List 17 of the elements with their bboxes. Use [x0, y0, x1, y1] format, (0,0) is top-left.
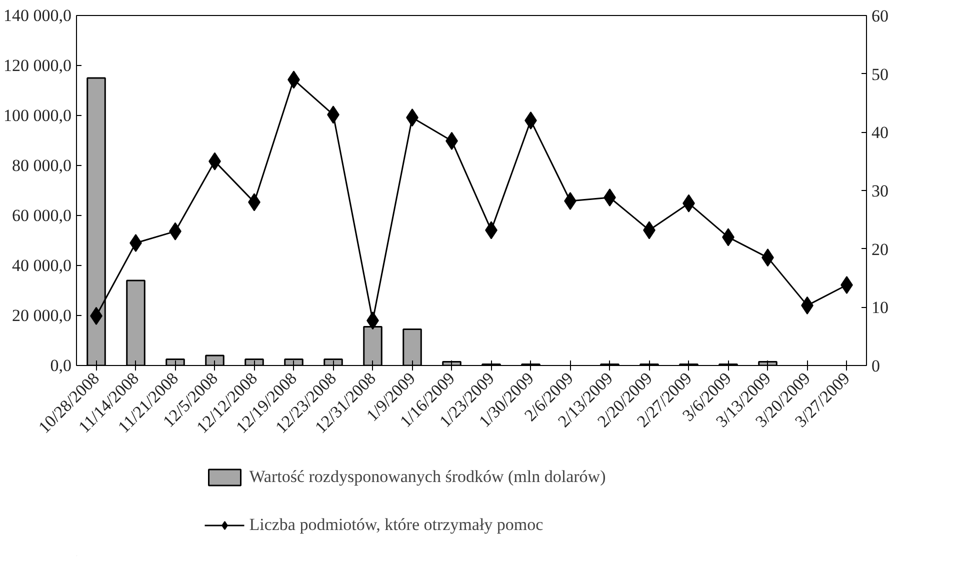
y2-tick-label: 60 [872, 6, 888, 26]
y-tick-label: 100 000,0 [4, 106, 72, 125]
y-tick-label: 120 000,0 [4, 56, 72, 75]
y2-tick-label: 10 [872, 298, 888, 318]
y-tick-label: 40 000,0 [12, 256, 72, 275]
y2-tick-label: 0 [872, 356, 880, 376]
y2-tick-label: 50 [872, 64, 888, 84]
legend-label: Wartość rozdysponowanych środków (mln dolarów) [249, 467, 606, 487]
y-tick-label: 80 000,0 [12, 156, 72, 175]
legend-label: Liczba podmiotów, które otrzymały pomoc [249, 515, 544, 535]
y2-tick-label: 30 [872, 182, 888, 200]
y-tick-label: 20 000,0 [12, 306, 72, 325]
y-tick-label: 0,0 [50, 356, 72, 375]
y-tick-label: 60 000,0 [12, 206, 72, 225]
y-tick-label: 140 000,0 [4, 6, 72, 25]
y2-tick-label: 20 [872, 240, 888, 259]
y2-tick-label: 40 [872, 123, 888, 142]
